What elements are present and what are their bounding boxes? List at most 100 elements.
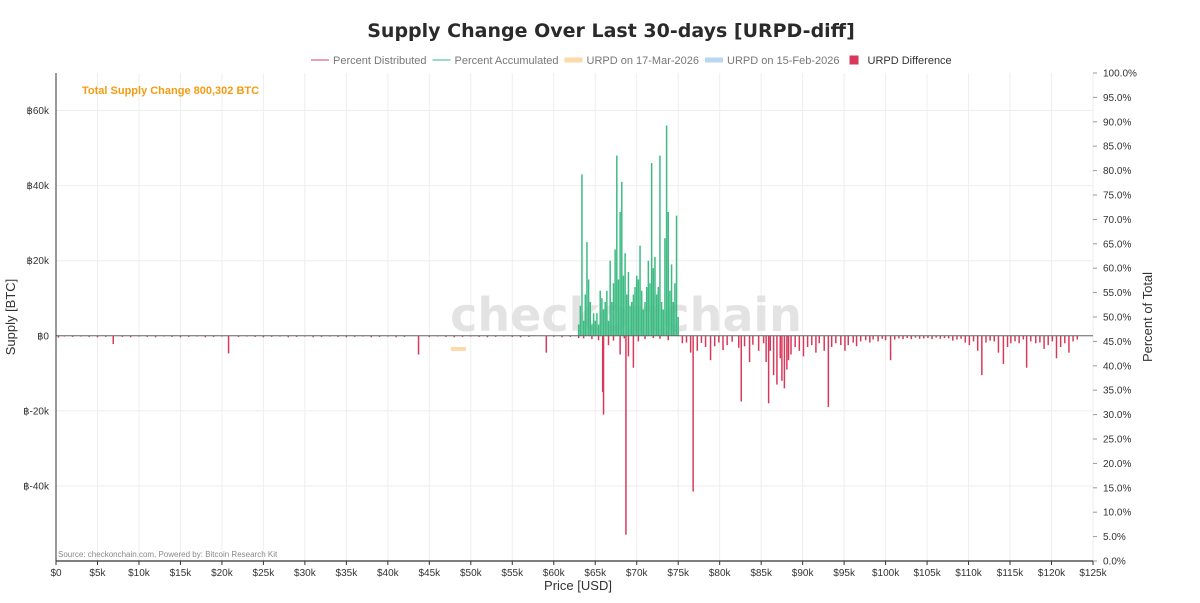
distributed-bar <box>312 335 314 338</box>
distributed-bar <box>893 335 896 340</box>
x-tick-label: $125k <box>1079 568 1107 579</box>
accumulated-bar <box>589 301 592 336</box>
urpd-current-bar <box>450 346 466 351</box>
distributed-bar <box>835 335 837 344</box>
accumulated-bar <box>592 313 595 336</box>
distributed-bar <box>718 335 720 343</box>
legend-item[interactable]: URPD on 15-Feb-2026 <box>705 55 840 67</box>
distributed-bar <box>270 335 273 337</box>
accumulated-bar <box>674 283 676 336</box>
distributed-bar <box>569 335 572 337</box>
distributed-bar <box>461 335 464 337</box>
distributed-bar <box>619 335 621 355</box>
distributed-bar <box>943 335 946 339</box>
distributed-bar <box>827 335 830 408</box>
legend-item[interactable]: URPD Difference <box>849 55 952 67</box>
accumulated-bar <box>609 260 611 336</box>
distributed-bar <box>287 335 290 338</box>
distributed-bar <box>1035 335 1037 344</box>
distributed-bar <box>859 335 862 342</box>
distributed-bar <box>906 335 908 339</box>
distributed-bar <box>591 335 593 340</box>
distributed-bar <box>794 335 796 348</box>
accumulated-bar <box>581 174 583 336</box>
accumulated-bar <box>677 317 679 336</box>
y-tick-label: ฿40k <box>27 181 50 192</box>
distributed-bar <box>494 335 497 337</box>
distributed-bar <box>96 335 99 338</box>
distributed-bar <box>1010 335 1012 344</box>
urpd-current-bars <box>450 346 466 351</box>
accumulated-bar <box>644 301 646 336</box>
accumulated-bar <box>604 301 606 336</box>
distributed-bar <box>1022 335 1025 340</box>
x-tick-label: $20k <box>211 568 234 579</box>
distributed-bar <box>726 335 728 346</box>
y-tick-label: ฿0 <box>37 331 49 342</box>
x-tick-label: $80k <box>709 568 732 579</box>
distributed-bar <box>956 335 958 340</box>
accumulated-bar <box>601 298 603 336</box>
distributed-bar <box>378 335 381 337</box>
distributed-bar <box>659 335 661 339</box>
x-axis-ticks: $0 $5k $10k $15k $20k $25k $30k $35k $40k $45k $50… <box>50 561 1108 579</box>
distributed-bar <box>1043 335 1045 349</box>
distributed-bar <box>320 335 323 337</box>
accumulated-bar <box>655 294 658 336</box>
y2-tick-label: 30.0% <box>1103 410 1131 421</box>
distributed-bar <box>779 335 781 359</box>
distributed-bar <box>88 335 90 337</box>
distributed-bar <box>997 335 1000 353</box>
distributed-bar <box>798 335 801 351</box>
distributed-bar <box>757 335 760 351</box>
distributed-bar <box>910 335 913 340</box>
distributed-bar <box>1068 335 1070 353</box>
y2-tick-label: 80.0% <box>1103 166 1131 177</box>
legend-bar-swatch <box>564 57 583 63</box>
distributed-bar <box>972 335 975 342</box>
legend-label: URPD Difference <box>868 55 952 67</box>
distributed-bar <box>57 335 60 338</box>
distributed-bar <box>981 335 983 376</box>
legend-item[interactable]: Percent Accumulated <box>432 55 559 67</box>
y-tick-label: ฿20k <box>27 256 50 267</box>
accumulated-bar <box>662 309 665 336</box>
distributed-bar <box>855 335 858 347</box>
y-tick-label: ฿-20k <box>23 406 50 417</box>
distributed-bar <box>1014 335 1016 342</box>
accumulated-bar <box>659 155 661 336</box>
distributed-bar <box>644 335 646 340</box>
distributed-bar <box>748 335 751 363</box>
distributed-bar <box>772 335 775 376</box>
distributed-bar <box>171 335 173 337</box>
distributed-bar <box>776 335 778 385</box>
distributed-bar <box>923 335 925 339</box>
distributed-bar <box>985 335 987 343</box>
accumulated-bar <box>582 320 585 336</box>
legend-item[interactable]: URPD on 17-Mar-2026 <box>564 55 700 67</box>
y2-tick-label: 20.0% <box>1103 459 1131 470</box>
distributed-bar <box>952 335 954 341</box>
x-tick-label: $90k <box>792 568 815 579</box>
distributed-bar <box>685 335 688 343</box>
distributed-bar <box>1047 335 1049 346</box>
watermark-text: checkonchain <box>450 288 802 342</box>
y2-tick-label: 15.0% <box>1103 483 1131 494</box>
distributed-bar <box>976 335 979 351</box>
distributed-bar <box>262 335 265 338</box>
distributed-bar <box>129 335 132 338</box>
accumulated-bar <box>669 290 671 336</box>
accumulated-bar <box>652 268 655 336</box>
distributed-bar <box>844 335 846 351</box>
y2-tick-label: 0.0% <box>1103 557 1126 568</box>
distributed-bar <box>767 335 770 404</box>
legend-item[interactable]: Percent Distributed <box>311 55 427 67</box>
distributed-bar <box>852 335 854 343</box>
y2-tick-label: 5.0% <box>1103 532 1126 543</box>
y2-tick-label: 85.0% <box>1103 142 1131 153</box>
accumulated-bar <box>664 238 666 336</box>
distributed-bar <box>722 335 724 351</box>
y2-axis-ticks: 100.0% 95.0% 90.0% 85.0% 80.0% 75.0% 70.0% 65.0… <box>1093 69 1137 568</box>
accumulated-bar <box>626 294 628 336</box>
